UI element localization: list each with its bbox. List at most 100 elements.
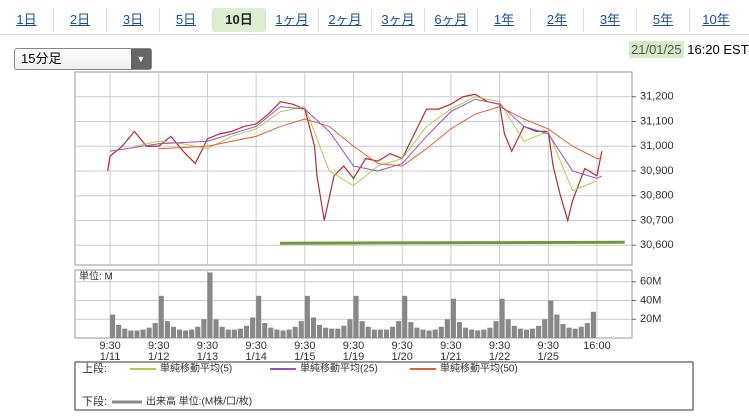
volume-bar xyxy=(274,329,280,338)
volume-bar xyxy=(487,327,493,338)
volume-bar xyxy=(213,319,219,338)
volume-bar xyxy=(353,295,359,338)
volume-bar xyxy=(584,323,590,338)
x-tick-label: 16:00 xyxy=(583,340,611,352)
volume-bar xyxy=(183,330,189,338)
legend-label: 単純移動平均(5) xyxy=(160,362,232,375)
legend-lower-label: 下段: xyxy=(82,394,107,408)
price-line xyxy=(109,98,603,179)
y-tick-label: 30,700 xyxy=(640,214,674,226)
period-tab[interactable]: 5年 xyxy=(636,8,689,32)
period-tab[interactable]: 6ヶ月 xyxy=(424,8,477,32)
volume-bar xyxy=(207,272,213,338)
tab-divider xyxy=(0,34,749,35)
period-tab[interactable]: 1ヶ月 xyxy=(265,8,318,32)
volume-bar xyxy=(383,329,390,338)
volume-bar xyxy=(298,321,304,338)
legend-box xyxy=(74,361,694,411)
volume-bar xyxy=(189,329,195,338)
volume-bar xyxy=(548,300,554,338)
volume-bar xyxy=(335,328,341,338)
period-tab[interactable]: 2年 xyxy=(530,8,583,32)
volume-bar xyxy=(170,326,177,338)
timestamp: 21/01/25 16:20 EST xyxy=(629,41,749,58)
period-tab[interactable]: 1年 xyxy=(477,8,530,32)
volume-bar xyxy=(116,324,122,338)
x-date-label: 1/12 xyxy=(148,351,169,363)
volume-bar xyxy=(402,295,408,338)
y-tick-label: 31,200 xyxy=(640,91,674,103)
volume-bar xyxy=(578,326,584,338)
x-tick-label: 9:30 xyxy=(391,340,412,352)
x-tick-label: 9:30 xyxy=(197,340,218,352)
volume-bar xyxy=(158,295,164,338)
volume-bar xyxy=(122,328,128,338)
x-date-label: 1/14 xyxy=(245,351,266,363)
volume-bar xyxy=(560,323,566,338)
volume-bar xyxy=(164,321,170,338)
volume-bar xyxy=(566,327,572,338)
select-text: 15分足 xyxy=(21,51,62,66)
volume-bar xyxy=(219,326,225,338)
volume-bar xyxy=(140,329,146,338)
period-tab[interactable]: 5日 xyxy=(159,8,212,32)
volume-bar xyxy=(377,329,383,338)
volume-bar xyxy=(365,326,371,338)
volume-bar xyxy=(280,330,286,338)
volume-bar xyxy=(408,322,414,338)
volume-bar xyxy=(237,328,243,338)
volume-bar xyxy=(134,330,140,338)
volume-bar xyxy=(225,329,231,338)
period-tab[interactable]: 2日 xyxy=(53,8,106,32)
x-tick-label: 9:30 xyxy=(99,340,120,352)
volume-bar xyxy=(432,329,438,338)
volume-bar xyxy=(359,321,365,338)
legend-label: 単純移動平均(50) xyxy=(440,362,518,375)
volume-bar xyxy=(572,328,578,338)
volume-bar xyxy=(463,327,469,338)
volume-bar xyxy=(475,330,481,338)
x-tick-label: 9:30 xyxy=(343,340,364,352)
volume-bar xyxy=(523,329,529,338)
volume-bar xyxy=(469,329,475,338)
y-tick-label: 20M xyxy=(640,313,661,325)
volume-bar xyxy=(371,329,377,338)
date: 21/01/25 xyxy=(629,41,684,58)
volume-bar xyxy=(396,321,402,338)
volume-bar xyxy=(243,325,250,338)
volume-bar xyxy=(444,319,450,338)
y-tick-label: 30,600 xyxy=(640,239,674,251)
period-tab[interactable]: 2ヶ月 xyxy=(318,8,371,32)
volume-bar xyxy=(542,319,548,338)
period-tab[interactable]: 10日 xyxy=(212,8,265,32)
trend-line xyxy=(279,240,625,245)
volume-bar xyxy=(481,329,487,338)
y-tick-label: 40M xyxy=(640,294,661,306)
volume-bar xyxy=(511,325,517,338)
x-date-label: 1/15 xyxy=(294,351,315,363)
x-date-label: 1/19 xyxy=(343,351,364,363)
period-tab[interactable]: 3年 xyxy=(583,8,636,32)
period-tab[interactable]: 3日 xyxy=(106,8,159,32)
select-arrow[interactable]: ▼ xyxy=(131,49,151,69)
period-tab[interactable]: 1日 xyxy=(16,12,37,27)
volume-bar xyxy=(420,329,426,338)
x-tick-label: 9:30 xyxy=(538,340,559,352)
legend-label: 単純移動平均(25) xyxy=(300,362,378,375)
y-tick-label: 60M xyxy=(640,276,661,288)
volume-bar xyxy=(256,295,262,338)
volume-bar xyxy=(110,314,116,338)
volume-bar xyxy=(177,329,183,338)
volume-bar xyxy=(146,327,152,338)
price-line xyxy=(134,96,598,192)
volume-bar xyxy=(493,321,499,338)
volume-bar xyxy=(390,326,396,338)
period-tab[interactable]: 10年 xyxy=(689,8,742,32)
x-tick-label: 9:30 xyxy=(245,340,266,352)
x-date-label: 1/11 xyxy=(100,351,121,363)
volume-bar xyxy=(310,317,316,338)
interval-select[interactable]: 15分足 ▼ xyxy=(14,48,152,70)
period-tab[interactable]: 3ヶ月 xyxy=(371,8,424,32)
